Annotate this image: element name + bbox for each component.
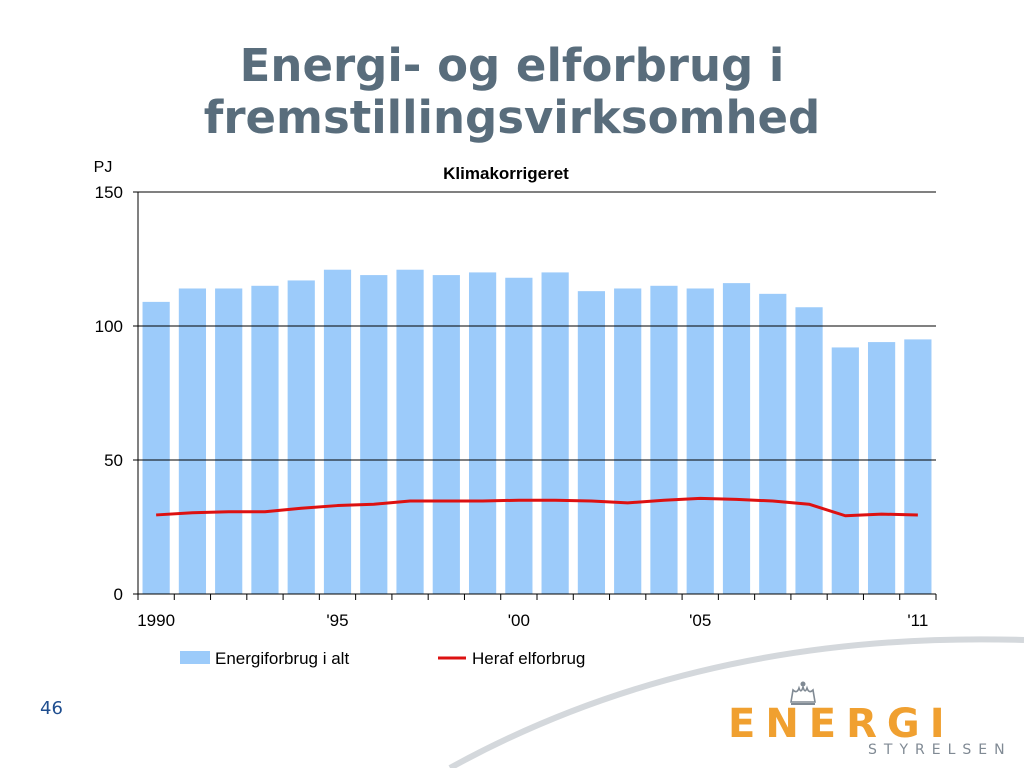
chart-title: Klimakorrigeret: [443, 164, 569, 183]
legend-swatch-bars: [180, 651, 210, 664]
page-number: 46: [40, 698, 63, 719]
bar: [468, 272, 497, 594]
bar: [505, 277, 533, 594]
y-tick-label: 50: [104, 451, 123, 470]
slide-title: Energi- og elforbrug i fremstillingsvirk…: [0, 40, 1024, 144]
bar: [432, 275, 460, 594]
plot-area: 0 50 100 150 1990 '95 '00 '05 '11: [95, 183, 937, 630]
bar: [323, 269, 352, 594]
x-tick-label: '05: [689, 611, 711, 630]
bar: [215, 288, 243, 594]
bar: [577, 291, 606, 594]
x-tick-label: '00: [508, 611, 530, 630]
bar: [650, 285, 678, 594]
crown-icon: [790, 681, 816, 705]
slide-title-line-2: fremstillingsvirksomhed: [203, 91, 821, 144]
bar: [904, 339, 932, 594]
bar: [360, 275, 388, 594]
bar: [614, 288, 642, 594]
y-tick-label: 150: [95, 183, 123, 202]
y-axis-label: PJ: [94, 159, 113, 176]
y-tick-label: 100: [95, 317, 123, 336]
logo-text: ENERGI: [728, 701, 955, 747]
chart: Klimakorrigeret PJ 0 50 100 150 1990 '95 '00 '0…: [94, 159, 937, 668]
bar: [795, 307, 823, 594]
bar: [831, 347, 859, 594]
x-tick-label: '95: [326, 611, 348, 630]
x-tick-label: 1990: [137, 611, 175, 630]
x-tick-label: '11: [907, 611, 928, 630]
bar: [541, 272, 569, 594]
legend: Energiforbrug i alt Heraf elforbrug: [180, 649, 585, 668]
bar: [178, 288, 207, 594]
slide-title-line-1: Energi- og elforbrug i: [239, 39, 785, 92]
logo-subtext: STYRELSEN: [868, 742, 1012, 758]
bar: [867, 342, 896, 594]
bar: [287, 280, 315, 594]
bar: [251, 285, 279, 594]
bar: [686, 288, 714, 594]
bar: [759, 293, 787, 594]
y-tick-label: 0: [114, 585, 123, 604]
bar: [142, 301, 170, 594]
bar: [396, 269, 424, 594]
legend-label-line: Heraf elforbrug: [472, 649, 585, 668]
bar: [722, 283, 751, 594]
legend-label-bars: Energiforbrug i alt: [215, 649, 349, 668]
energistyrelsen-logo: ENERGI STYRELSEN: [720, 680, 1010, 760]
series-line-elforbrug: [156, 496, 918, 518]
